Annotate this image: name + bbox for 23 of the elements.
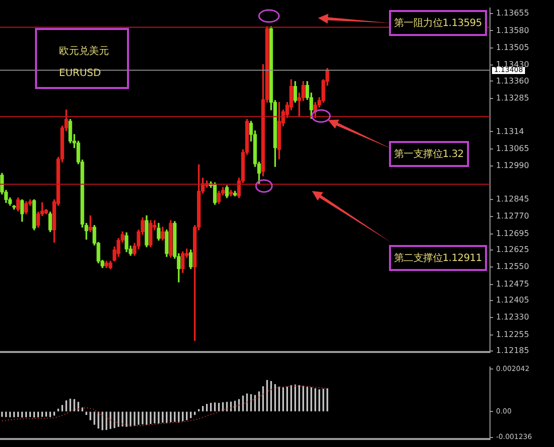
y-tick-label: 1.12475 — [496, 279, 530, 288]
y-tick-label: 1.12845 — [496, 194, 530, 204]
y-tick-label: 1.12255 — [496, 330, 530, 339]
y-tick-label: 1.1314 — [496, 126, 524, 136]
y-tick-label: 1.12770 — [496, 212, 530, 221]
y-tick-label: 1.12550 — [496, 262, 530, 272]
y-tick-label: 1.12990 — [496, 161, 530, 170]
line-series — [2, 386, 328, 426]
y-tick-label: 1.13285 — [496, 94, 530, 103]
y-tick-label: 1.12330 — [496, 312, 530, 322]
y-tick-label: 1.12695 — [496, 228, 530, 238]
annotation: 第一支撑位1.32 — [389, 141, 469, 167]
y-tick-label: 1.12405 — [496, 295, 530, 304]
annotation: 第二支撑位1.12911 — [389, 245, 487, 271]
y-tick-label: 1.12625 — [496, 244, 530, 254]
y-tick-label: 1.13505 — [496, 43, 530, 52]
y-tick-label: 1.13655 — [496, 8, 530, 18]
y-tick-label: 1.13065 — [496, 144, 530, 153]
y-tick-label: 1.13360 — [496, 76, 530, 86]
text: 欧元兑美元 EURUSD — [59, 46, 110, 80]
y-tick-label: 1.12185 — [496, 346, 530, 355]
annotation: 第一阻力位1.13595 — [389, 10, 487, 36]
y-tick-label: 1.13580 — [496, 26, 530, 35]
